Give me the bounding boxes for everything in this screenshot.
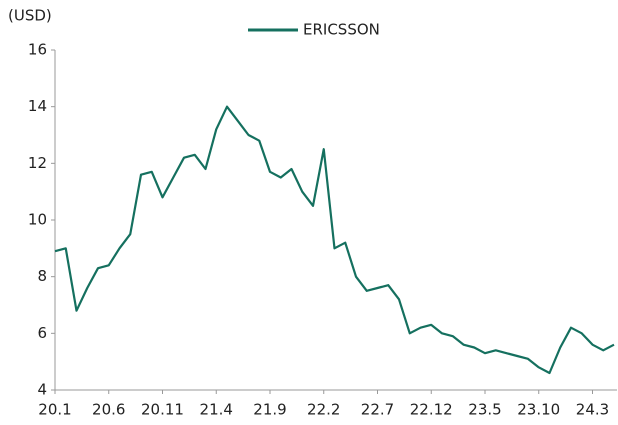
y-tick-label: 14 [28, 97, 47, 115]
legend-label: ERICSSON [303, 21, 380, 39]
y-tick-label: 6 [37, 324, 47, 342]
x-tick-label: 20.6 [92, 401, 125, 419]
x-tick-label: 21.4 [200, 401, 233, 419]
x-tick-label: 20.11 [141, 401, 184, 419]
x-tick-label: 22.7 [361, 401, 394, 419]
x-tick-label: 24.3 [576, 401, 609, 419]
x-tick-label: 22.2 [307, 401, 340, 419]
x-tick-label: 20.1 [38, 401, 71, 419]
x-tick-label: 23.5 [468, 401, 501, 419]
y-tick-label: 8 [37, 267, 47, 285]
y-tick-label: 16 [28, 41, 47, 59]
y-axis-label: (USD) [8, 7, 52, 25]
x-tick-label: 22.12 [410, 401, 453, 419]
x-tick-label: 23.10 [517, 401, 560, 419]
line [54, 105, 615, 375]
y-tick-label: 12 [28, 154, 47, 172]
x-tick-label: 21.9 [253, 401, 286, 419]
y-tick-label: 4 [37, 381, 47, 399]
y-tick-label: 10 [28, 211, 47, 229]
